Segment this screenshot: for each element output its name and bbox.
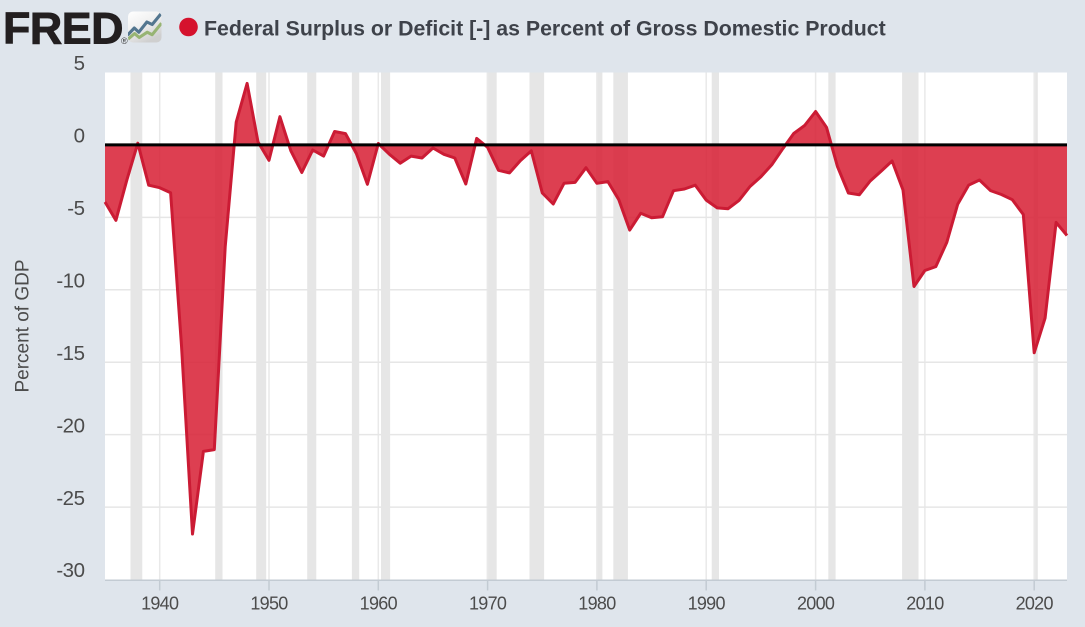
svg-text:FRED: FRED	[3, 4, 123, 54]
svg-text:Federal Surplus or Deficit [-]: Federal Surplus or Deficit [-] as Percen…	[204, 17, 886, 41]
svg-text:-30: -30	[56, 559, 84, 582]
svg-text:®: ®	[121, 36, 128, 46]
svg-text:0: 0	[74, 125, 85, 148]
svg-text:5: 5	[74, 52, 85, 75]
svg-text:-15: -15	[56, 342, 84, 365]
svg-text:-10: -10	[56, 270, 84, 293]
svg-text:-25: -25	[56, 487, 84, 510]
svg-text:1990: 1990	[688, 594, 726, 614]
svg-text:Percent of GDP: Percent of GDP	[13, 259, 34, 392]
svg-text:-5: -5	[67, 197, 84, 220]
svg-text:2000: 2000	[797, 594, 835, 614]
svg-text:1940: 1940	[141, 594, 179, 614]
svg-text:2020: 2020	[1016, 594, 1054, 614]
svg-text:1950: 1950	[250, 594, 288, 614]
svg-text:1980: 1980	[578, 594, 616, 614]
svg-text:2010: 2010	[906, 594, 944, 614]
svg-text:1960: 1960	[360, 594, 398, 614]
svg-text:1970: 1970	[469, 594, 507, 614]
svg-text:-20: -20	[56, 414, 84, 437]
